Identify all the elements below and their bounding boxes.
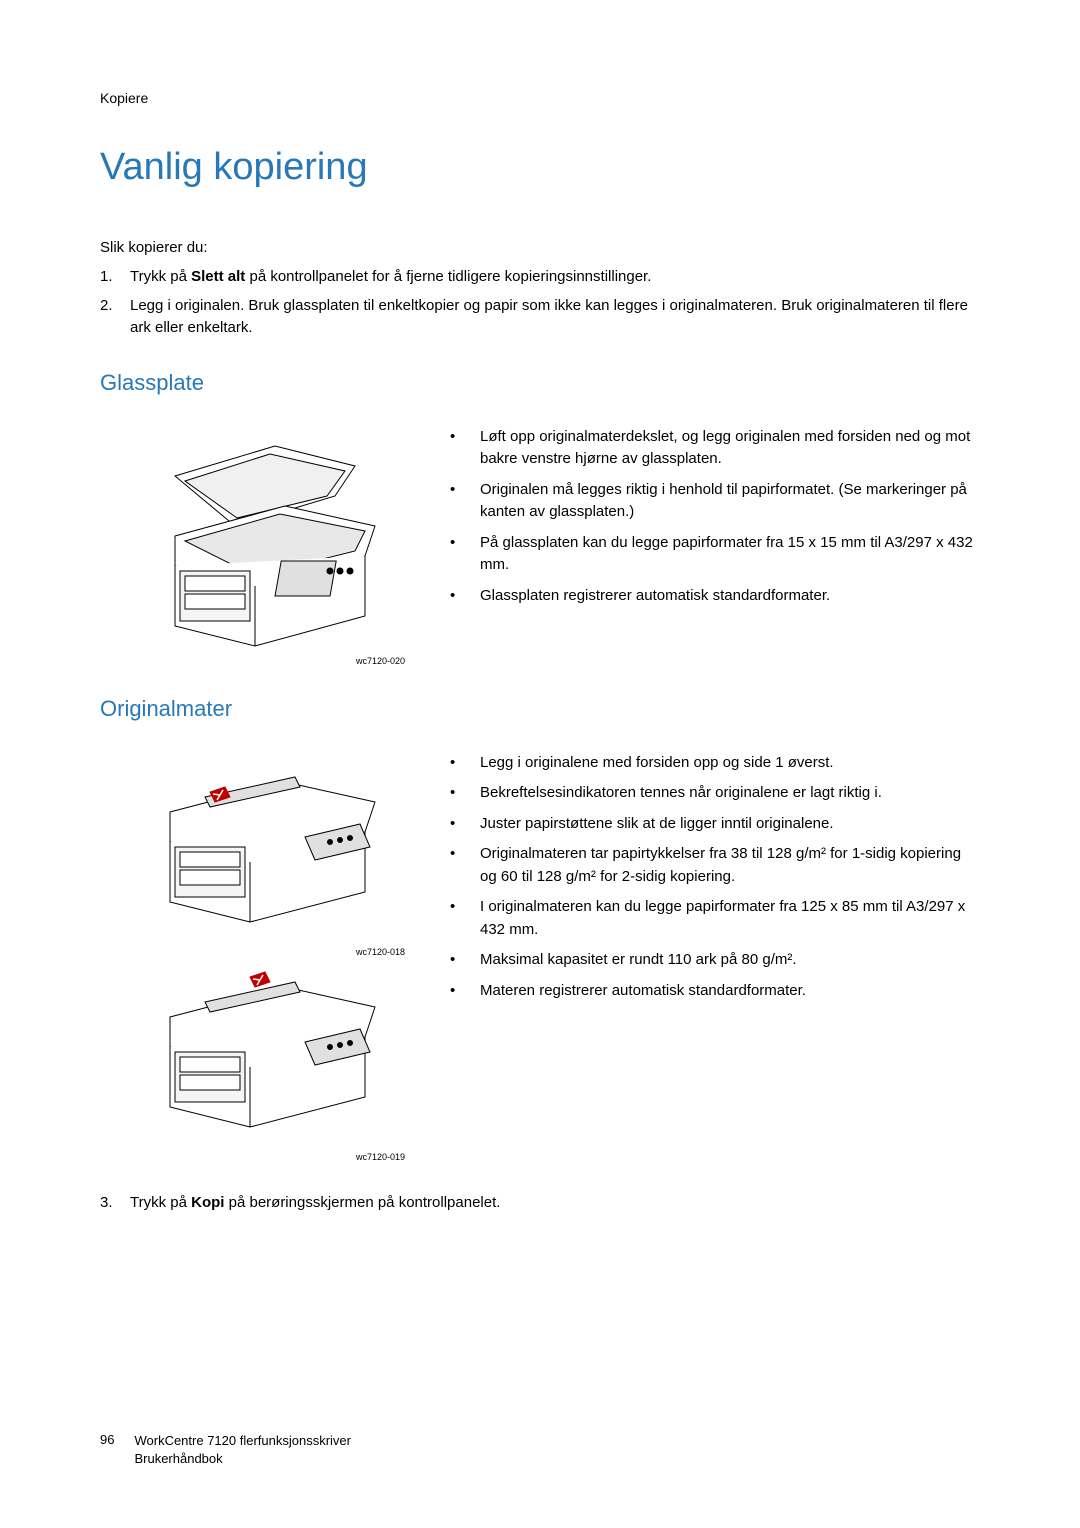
bold-text: Slett alt (191, 268, 245, 285)
item-text: Juster papirstøttene slik at de ligger i… (480, 813, 980, 836)
bullet-icon: • (450, 949, 480, 972)
list-item: • Maksimal kapasitet er rundt 110 ark på… (450, 949, 980, 972)
bullet-icon: • (450, 980, 480, 1003)
list-item: • Originalen må legges riktig i henhold … (450, 479, 980, 524)
text-pre: Trykk på (130, 1194, 191, 1211)
bullet-icon: • (450, 585, 480, 608)
numbered-steps-continued: 3. Trykk på Kopi på berøringsskjermen på… (100, 1192, 980, 1215)
list-item: • På glassplaten kan du legge papirforma… (450, 532, 980, 577)
step-content: Trykk på Kopi på berøringsskjermen på ko… (130, 1192, 980, 1215)
text-pre: Trykk på (130, 268, 191, 285)
item-text: Originalmateren tar papirtykkelser fra 3… (480, 843, 980, 888)
numbered-steps: 1. Trykk på Slett alt på kontrollpanelet… (100, 266, 980, 340)
printer-svg-feeder-2 (155, 957, 405, 1137)
step-num: 1. (100, 266, 130, 289)
illustration-label: wc7120-020 (155, 656, 410, 666)
originalmater-section: wc7120-018 (100, 752, 980, 1162)
list-item: • Løft opp originalmaterdekslet, og legg… (450, 426, 980, 471)
bullet-icon: • (450, 532, 480, 577)
footer-line-1: WorkCentre 7120 flerfunksjonsskriver (134, 1432, 351, 1450)
bullet-icon: • (450, 479, 480, 524)
section-title-glassplate: Glassplate (100, 370, 980, 396)
printer-illustration-1 (155, 426, 405, 656)
footer: 96 WorkCentre 7120 flerfunksjonsskriver … (100, 1432, 351, 1468)
header-label: Kopiere (100, 90, 980, 106)
item-text: Glassplaten registrerer automatisk stand… (480, 585, 980, 608)
image-column: wc7120-018 (100, 752, 410, 1162)
printer-illustration-3 (155, 957, 405, 1137)
step-num: 3. (100, 1192, 130, 1215)
illustration-label: wc7120-018 (155, 947, 410, 957)
item-text: Materen registrerer automatisk standardf… (480, 980, 980, 1003)
list-item: • I originalmateren kan du legge papirfo… (450, 896, 980, 941)
bold-text: Kopi (191, 1194, 224, 1211)
list-item: • Glassplaten registrerer automatisk sta… (450, 585, 980, 608)
list-item: • Originalmateren tar papirtykkelser fra… (450, 843, 980, 888)
text-post: på kontrollpanelet for å fjerne tidliger… (245, 268, 651, 285)
printer-svg-open-lid (155, 426, 405, 656)
step-2: 2. Legg i originalen. Bruk glassplaten t… (100, 295, 980, 340)
bullet-icon: • (450, 843, 480, 888)
glassplate-section: wc7120-020 • Løft opp originalmaterdeksl… (100, 426, 980, 666)
illustration-label: wc7120-019 (155, 1152, 410, 1162)
item-text: Løft opp originalmaterdekslet, og legg o… (480, 426, 980, 471)
item-text: Legg i originalene med forsiden opp og s… (480, 752, 980, 775)
list-item: • Juster papirstøttene slik at de ligger… (450, 813, 980, 836)
main-title: Vanlig kopiering (100, 146, 980, 189)
item-text: Originalen må legges riktig i henhold ti… (480, 479, 980, 524)
printer-svg-feeder-1 (155, 752, 405, 932)
bullet-icon: • (450, 782, 480, 805)
item-text: På glassplaten kan du legge papirformate… (480, 532, 980, 577)
originalmater-bullets: • Legg i originalene med forsiden opp og… (450, 752, 980, 1162)
step-1: 1. Trykk på Slett alt på kontrollpanelet… (100, 266, 980, 289)
bullet-icon: • (450, 813, 480, 836)
step-content: Legg i originalen. Bruk glassplaten til … (130, 295, 980, 340)
section-title-originalmater: Originalmater (100, 696, 980, 722)
step-content: Trykk på Slett alt på kontrollpanelet fo… (130, 266, 980, 289)
page-number: 96 (100, 1432, 114, 1468)
step-3: 3. Trykk på Kopi på berøringsskjermen på… (100, 1192, 980, 1215)
image-column: wc7120-020 (100, 426, 410, 666)
step-num: 2. (100, 295, 130, 340)
item-text: Maksimal kapasitet er rundt 110 ark på 8… (480, 949, 980, 972)
text-post: på berøringsskjermen på kontrollpanelet. (224, 1194, 500, 1211)
printer-illustration-2 (155, 752, 405, 932)
list-item: • Bekreftelsesindikatoren tennes når ori… (450, 782, 980, 805)
bullet-icon: • (450, 752, 480, 775)
list-item: • Legg i originalene med forsiden opp og… (450, 752, 980, 775)
item-text: Bekreftelsesindikatoren tennes når origi… (480, 782, 980, 805)
list-item: • Materen registrerer automatisk standar… (450, 980, 980, 1003)
item-text: I originalmateren kan du legge papirform… (480, 896, 980, 941)
footer-line-2: Brukerhåndbok (134, 1450, 351, 1468)
bullet-icon: • (450, 426, 480, 471)
glassplate-bullets: • Løft opp originalmaterdekslet, og legg… (450, 426, 980, 666)
bullet-icon: • (450, 896, 480, 941)
intro-text: Slik kopierer du: (100, 239, 980, 256)
footer-text: WorkCentre 7120 flerfunksjonsskriver Bru… (134, 1432, 351, 1468)
